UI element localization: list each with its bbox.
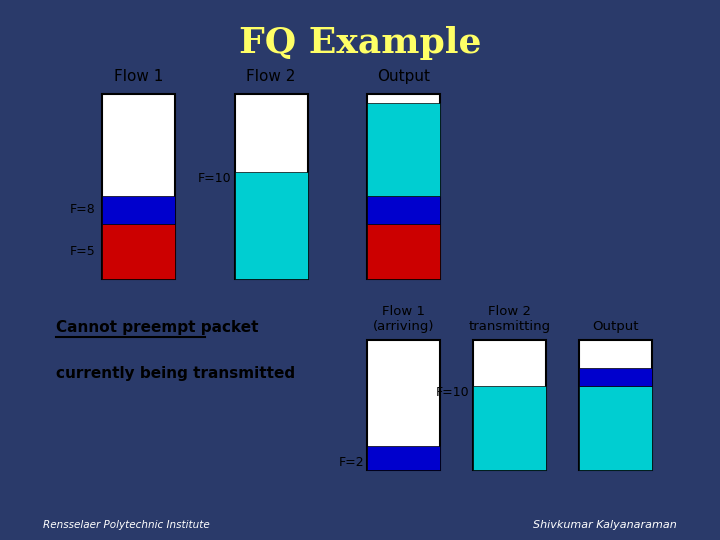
- Bar: [102, 195, 175, 224]
- Bar: [473, 386, 546, 470]
- Text: Shivkumar Kalyanaraman: Shivkumar Kalyanaraman: [533, 520, 677, 530]
- Text: Flow 1: Flow 1: [114, 69, 163, 84]
- Text: Cannot preempt packet: Cannot preempt packet: [56, 320, 258, 335]
- Text: Output: Output: [593, 320, 639, 333]
- Bar: [102, 224, 175, 279]
- Bar: [367, 195, 440, 224]
- Bar: [367, 447, 440, 470]
- Text: F=8: F=8: [70, 203, 96, 216]
- Bar: [102, 93, 175, 279]
- Text: F=5: F=5: [70, 245, 96, 258]
- Bar: [579, 368, 652, 386]
- Bar: [579, 340, 652, 470]
- Text: F=10: F=10: [436, 386, 470, 399]
- Text: F=2: F=2: [338, 456, 364, 469]
- Text: FQ Example: FQ Example: [239, 26, 481, 60]
- Text: F=10: F=10: [198, 172, 231, 185]
- Bar: [235, 93, 307, 279]
- Text: Flow 2
transmitting: Flow 2 transmitting: [469, 305, 551, 333]
- Bar: [235, 172, 307, 279]
- Text: Rensselaer Polytechnic Institute: Rensselaer Polytechnic Institute: [43, 520, 210, 530]
- Bar: [367, 93, 440, 279]
- Text: currently being transmitted: currently being transmitted: [56, 367, 295, 381]
- Text: Flow 1
(arriving): Flow 1 (arriving): [373, 305, 434, 333]
- Text: Flow 2: Flow 2: [246, 69, 296, 84]
- Text: Output: Output: [377, 69, 430, 84]
- Bar: [367, 103, 440, 195]
- Bar: [367, 224, 440, 279]
- Bar: [579, 386, 652, 470]
- Bar: [473, 340, 546, 470]
- Bar: [367, 340, 440, 470]
